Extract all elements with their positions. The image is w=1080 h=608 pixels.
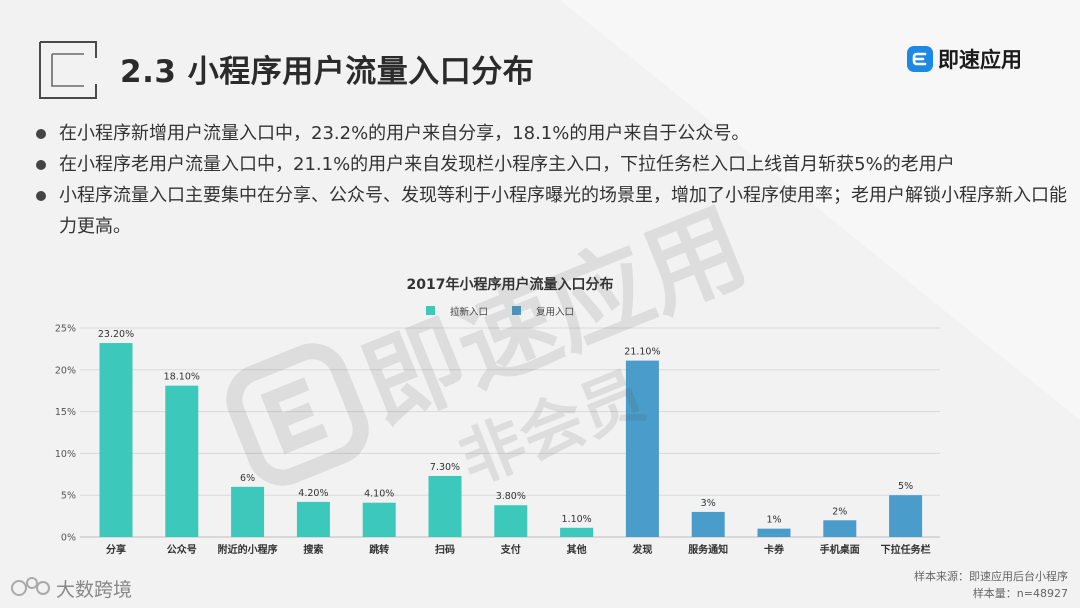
bar [99,343,133,537]
bar [823,520,857,537]
data-label: 7.30% [430,462,460,473]
footer-logo-icon [11,577,50,596]
bullet-list: 在小程序新增用户流量入口中，23.2%的用户来自分享，18.1%的用户来自于公众… [34,118,1074,242]
x-tick-label: 搜索 [303,543,323,556]
y-tick-label: 25% [55,324,76,335]
y-tick-label: 0% [61,533,76,544]
x-tick-label: 附近的小程序 [218,543,278,556]
bar [757,528,791,537]
x-tick-label: 下拉任务栏 [881,543,931,556]
bar [231,486,265,537]
data-label: 5% [898,481,913,492]
y-tick-label: 20% [55,365,76,376]
bullet-item: 在小程序新增用户流量入口中，23.2%的用户来自分享，18.1%的用户来自于公众… [34,118,1074,149]
bar [494,505,528,537]
x-tick-label: 公众号 [167,543,197,556]
data-label: 4.20% [298,488,328,499]
bar [691,511,725,537]
legend-swatch [512,306,521,315]
x-tick-label: 扫码 [435,543,455,556]
footer-logo: 大数跨境 [10,574,132,602]
x-tick-label: 其他 [567,543,587,556]
bar [428,475,462,537]
source-line: 样本来源：即速应用后台小程序 [914,570,1068,583]
y-tick-label: 10% [55,449,76,460]
data-label: 3% [701,498,716,509]
x-tick-label: 卡券 [764,543,785,556]
x-tick-label: 分享 [106,543,126,556]
bullet-dot-icon [36,160,46,170]
data-label: 4.10% [364,489,394,500]
bar [889,495,923,537]
data-label: 1.10% [562,514,592,525]
sample-size-line: 样本量：n=48927 [972,587,1068,600]
data-label: 6% [240,473,255,484]
y-tick-label: 15% [55,407,76,418]
bullet-item: 在小程序老用户流量入口中，21.1%的用户来自发现栏小程序主入口，下拉任务栏入口… [34,149,1074,180]
bullet-item: 小程序流量入口主要集中在分享、公众号、发现等利于小程序曝光的场景里，增加了小程序… [34,180,1074,242]
bar [362,502,396,537]
x-tick-label: 服务通知 [688,543,728,556]
data-label: 21.10% [624,347,660,358]
data-label: 23.20% [98,329,134,340]
data-label: 18.10% [164,372,200,383]
data-label: 2% [832,506,847,517]
section-frame-icon [39,41,97,99]
source-note: 样本来源：即速应用后台小程序 样本量：n=48927 [914,568,1068,602]
legend-swatch [426,306,435,315]
bullet-dot-icon [36,191,46,201]
bar [296,501,330,537]
data-label: 3.80% [496,491,526,502]
x-tick-label: 发现 [631,543,652,556]
bar [560,527,594,537]
data-label: 1% [766,515,781,526]
legend-label: 复用入口 [536,306,574,318]
brand-logo: 即速应用 [906,44,1022,74]
x-tick-label: 支付 [500,543,521,556]
chart-title: 2017年小程序用户流量入口分布 [407,276,614,293]
bullet-dot-icon [36,129,46,139]
bullet-text: 在小程序新增用户流量入口中，23.2%的用户来自分享，18.1%的用户来自于公众… [59,123,750,144]
bar [625,360,659,537]
bar [165,385,199,537]
page-title: 2.3 小程序用户流量入口分布 [120,54,535,90]
x-tick-label: 跳转 [369,543,389,556]
y-tick-label: 5% [61,491,76,502]
x-tick-label: 手机桌面 [820,543,860,556]
bullet-text: 在小程序老用户流量入口中，21.1%的用户来自发现栏小程序主入口，下拉任务栏入口… [59,154,955,175]
footer-logo-text: 大数跨境 [56,578,133,601]
legend-label: 拉新入口 [450,306,488,318]
brand-name: 即速应用 [938,48,1022,72]
brand-e-icon [907,46,933,72]
bullet-text: 小程序流量入口主要集中在分享、公众号、发现等利于小程序曝光的场景里，增加了小程序… [59,185,1067,237]
